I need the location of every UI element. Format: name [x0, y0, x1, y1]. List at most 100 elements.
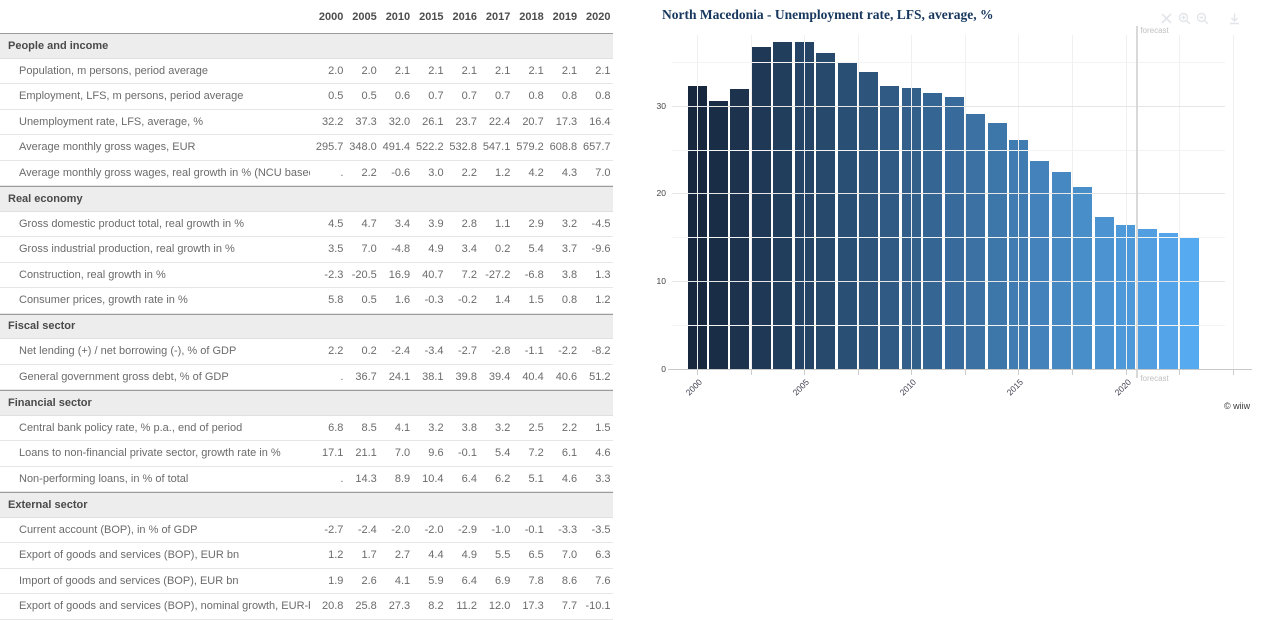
bar-2021[interactable] — [1137, 228, 1157, 369]
year-header-cell: 2000 — [318, 10, 344, 23]
indicator-value-cell: -2.7 — [457, 345, 477, 358]
indicator-label: Net lending (+) / net borrowing (-), % o… — [19, 345, 237, 358]
indicator-value-cell: 1.7 — [361, 549, 377, 562]
indicator-value-cell: 2.2 — [328, 345, 344, 358]
indicator-value-cell: 547.1 — [482, 141, 511, 154]
indicator-value-cell: 6.8 — [328, 421, 344, 434]
indicator-value-cell: 522.2 — [416, 141, 444, 154]
gridline-vertical — [1232, 35, 1234, 369]
bar-2022[interactable] — [1158, 232, 1178, 369]
indicator-value-cell: 2.7 — [394, 549, 411, 562]
indicator-value-cell: 1.1 — [495, 217, 511, 230]
bar-2017[interactable] — [1051, 172, 1071, 369]
indicator-label: Gross industrial production, real growth… — [19, 243, 235, 256]
indicator-value-cell: 2.6 — [361, 574, 377, 587]
year-header-cell: 2010 — [385, 10, 411, 23]
indicator-value-cell: -9.6 — [591, 243, 611, 256]
indicator-value-cell: 2.1 — [428, 64, 444, 77]
x-tick-mark — [964, 369, 966, 375]
indicator-value-cell: 2.2 — [461, 166, 477, 179]
indicator-row[interactable]: Gross domestic product total, real growt… — [0, 212, 613, 237]
bar-2001[interactable] — [708, 101, 728, 369]
indicator-row[interactable]: Central bank policy rate, % p.a., end of… — [0, 416, 613, 441]
zoom-out-icon[interactable] — [1196, 12, 1209, 25]
gridline-horizontal — [672, 237, 1225, 239]
bar-2014[interactable] — [987, 123, 1007, 369]
bar-2006[interactable] — [816, 52, 836, 369]
x-tick-mark — [804, 369, 806, 375]
indicator-row[interactable]: Import of goods and services (BOP), EUR … — [0, 569, 613, 594]
indicator-row[interactable]: Population, m persons, period average 2.0… — [0, 59, 613, 84]
bar-2009[interactable] — [880, 86, 900, 369]
indicator-value-cell: . — [340, 166, 344, 179]
indicator-value-cell: -10.1 — [585, 600, 611, 613]
indicator-value-cell: -2.4 — [391, 345, 411, 358]
indicator-row[interactable]: Loans to non-financial private sector, g… — [0, 441, 613, 467]
zoom-in-icon[interactable] — [1178, 12, 1191, 25]
indicator-row[interactable]: Net lending (+) / net borrowing (-), % o… — [0, 339, 613, 365]
indicator-value-cell: 0.8 — [528, 90, 544, 103]
indicator-row[interactable]: Non-performing loans, in % of total. 14.3… — [0, 467, 613, 492]
bar-2011[interactable] — [923, 93, 943, 369]
indicator-value-cell: 39.4 — [488, 370, 511, 383]
bar-2016[interactable] — [1030, 160, 1050, 369]
bar-2003[interactable] — [751, 46, 771, 369]
indicator-value-cell: 3.2 — [495, 421, 511, 434]
x-tick-mark — [1018, 369, 1020, 375]
bar-2012[interactable] — [944, 96, 964, 369]
indicator-row[interactable]: Employment, LFS, m persons, period avera… — [0, 84, 613, 110]
indicator-value-cell: 1.2 — [495, 166, 511, 179]
indicator-row[interactable]: Average monthly gross wages, EUR 295.7 348… — [0, 135, 613, 161]
close-icon[interactable] — [1160, 12, 1173, 25]
indicator-value-cell: 20.8 — [321, 600, 344, 613]
indicator-value-cell: 1.2 — [595, 294, 611, 307]
bar-2002[interactable] — [730, 88, 750, 369]
indicator-value-cell: 1.9 — [328, 574, 344, 587]
indicator-row[interactable]: Gross industrial production, real growth… — [0, 237, 613, 263]
indicator-value-cell: 4.6 — [561, 472, 578, 485]
indicator-value-cell: -2.7 — [324, 523, 344, 536]
indicator-row[interactable]: Consumer prices, growth rate in % 5.8 0.5 1… — [0, 288, 613, 314]
indicator-value-cell: 3.4 — [461, 243, 477, 256]
gridline-horizontal — [672, 61, 1225, 63]
indicator-value-cell: 21.1 — [355, 447, 377, 460]
indicator-value-cell: 10.4 — [422, 472, 444, 485]
bar-2013[interactable] — [966, 114, 986, 369]
indicator-value-cell: 27.3 — [388, 600, 411, 613]
indicator-row[interactable]: Current account (BOP), in % of GDP -2.7 -2… — [0, 518, 613, 543]
indicator-value-cell: 5.8 — [328, 294, 344, 307]
indicator-value-cell: 7.8 — [528, 574, 544, 587]
bar-2019[interactable] — [1094, 217, 1114, 369]
bar-2007[interactable] — [837, 62, 857, 369]
indicator-value-cell: 2.9 — [528, 217, 544, 230]
x-tick-mark — [697, 369, 698, 375]
indicator-value-cell: 0.2 — [361, 345, 377, 358]
indicator-row[interactable]: General government gross debt, % of GDP.… — [0, 365, 613, 390]
indicator-value-cell: 40.7 — [422, 268, 444, 281]
chart-toolbar — [1160, 12, 1241, 25]
indicator-label: Current account (BOP), in % of GDP — [19, 523, 198, 536]
gridline-vertical — [1072, 35, 1074, 369]
gridline-horizontal — [672, 193, 1225, 195]
unemployment-chart: North Macedonia - Unemployment rate, LFS… — [620, 0, 1265, 430]
indicator-row[interactable]: Construction, real growth in % -2.3 -20.5 1… — [0, 263, 613, 288]
indicator-value-cell: 3.5 — [328, 243, 344, 256]
bar-2018[interactable] — [1073, 187, 1093, 369]
indicator-value-cell: 4.1 — [394, 574, 411, 587]
bar-2008[interactable] — [858, 72, 878, 369]
indicator-row[interactable]: Export of goods and services (BOP), EUR … — [0, 543, 613, 569]
indicator-row[interactable]: Export of goods and services (BOP), nomi… — [0, 594, 613, 620]
bar-2023[interactable] — [1180, 237, 1200, 369]
indicator-value-cell: -2.8 — [491, 345, 511, 358]
indicator-value-cell: 1.3 — [595, 268, 611, 281]
x-tick-mark — [1072, 369, 1074, 375]
indicator-value-cell: -4.8 — [391, 243, 411, 256]
gridline-vertical — [804, 35, 806, 369]
indicator-value-cell: 8.9 — [394, 472, 411, 485]
download-icon[interactable] — [1228, 12, 1241, 25]
x-tick-mark — [1125, 369, 1127, 375]
indicator-row[interactable]: Unemployment rate, LFS, average, % 32.2 37… — [0, 110, 613, 135]
indicator-label: Unemployment rate, LFS, average, % — [19, 115, 204, 128]
indicator-row[interactable]: Average monthly gross wages, real growth… — [0, 161, 613, 186]
bar-2004[interactable] — [773, 42, 793, 369]
